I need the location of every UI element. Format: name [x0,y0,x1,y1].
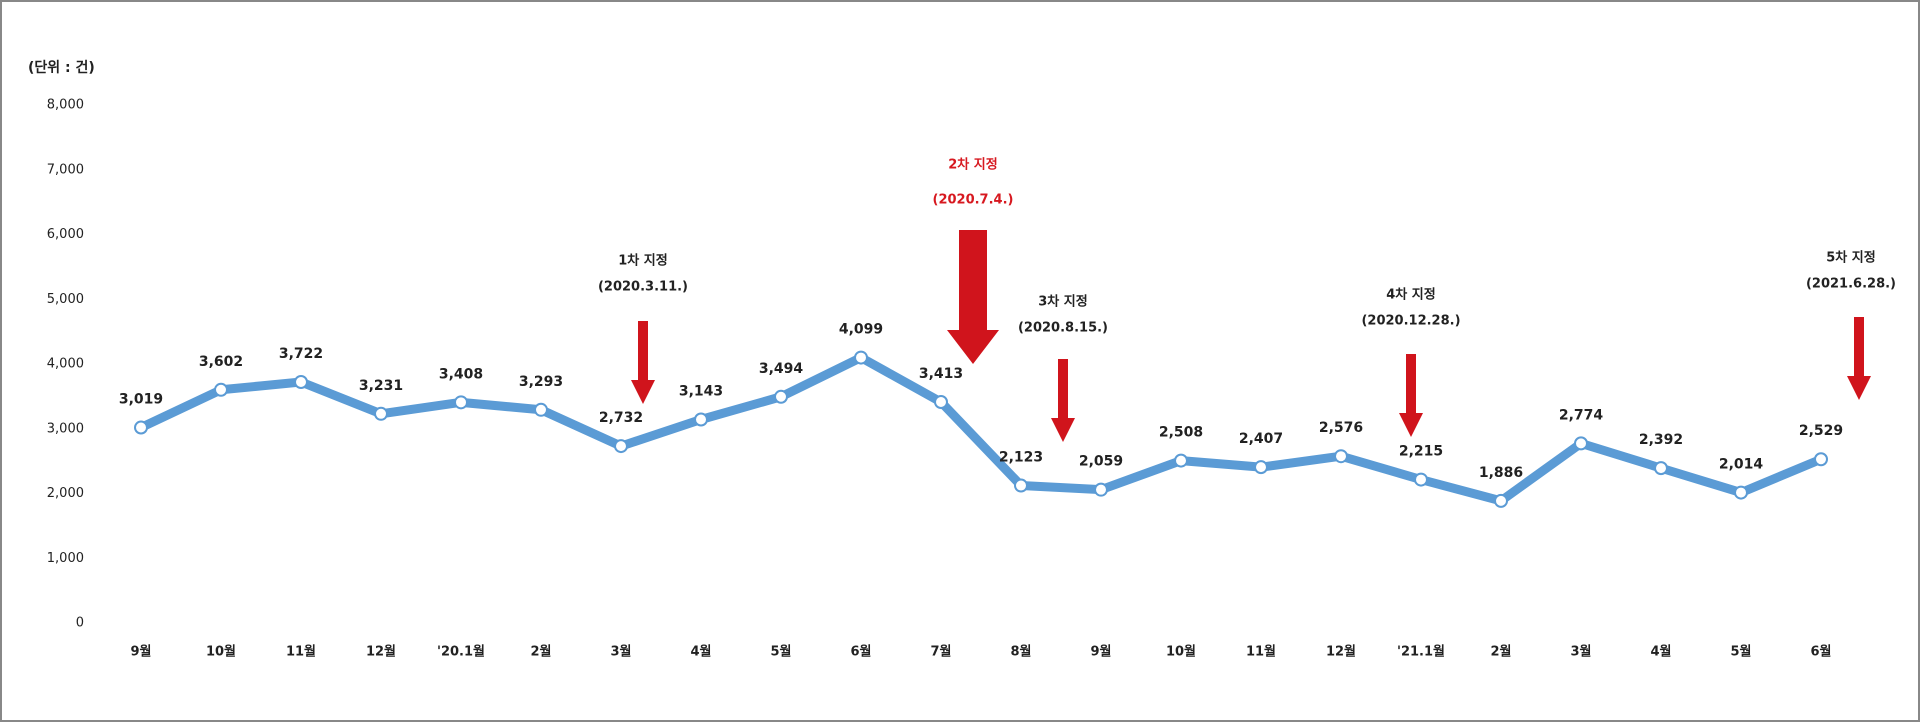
data-point [774,389,788,404]
annotation-label: 2차 지정 [948,157,997,173]
data-label: 3,143 [679,383,723,399]
annotation-label: 1차 지정 [618,253,667,269]
x-tick-label: '21.1월 [1397,644,1445,660]
y-tick-label: 1,000 [47,551,84,566]
data-label: 3,019 [119,392,163,408]
data-point [854,350,868,365]
y-tick-label: 7,000 [47,162,84,177]
data-point [614,439,628,454]
data-point [1334,449,1348,464]
data-point [1574,436,1588,451]
data-label: 2,215 [1399,444,1443,460]
arrow [631,321,655,404]
arrow [1847,317,1871,400]
annotation-date: (2020.3.11.) [598,280,688,295]
annotation-date: (2021.6.28.) [1806,277,1896,292]
x-tick-label: 11월 [1246,644,1276,660]
x-tick-label: 10월 [206,644,236,660]
x-tick-label: 9월 [1090,644,1111,660]
x-tick-label: 8월 [1010,644,1031,660]
data-point [374,406,388,421]
y-tick-label: 6,000 [47,227,84,242]
x-tick-label: 4월 [690,644,711,660]
x-tick-label: 6월 [1810,644,1831,660]
data-point [534,402,548,417]
x-tick-label: 5월 [1730,644,1751,660]
data-label: 3,408 [439,366,483,382]
annotation-label: 5차 지정 [1826,250,1875,266]
data-label: 2,774 [1559,407,1604,423]
annotation-date: (2020.12.28.) [1361,314,1460,329]
y-tick-label: 8,000 [47,98,84,113]
arrow [1051,359,1075,442]
data-point [694,412,708,427]
x-tick-label: 9월 [130,644,151,660]
data-line [139,353,1823,506]
y-tick-label: 3,000 [47,421,84,436]
unit-label: (단위 : 건) [28,59,95,76]
data-point [1174,453,1188,468]
data-label: 2,059 [1079,454,1123,470]
annotation-label: 3차 지정 [1038,294,1087,310]
data-point [1254,460,1268,475]
data-label: 2,732 [599,410,643,426]
data-point [1654,461,1668,476]
data-label: 3,413 [919,366,963,382]
data-label: 2,508 [1159,425,1203,441]
data-label: 3,602 [199,354,243,370]
y-tick-label: 0 [76,616,84,631]
arrow [1399,354,1423,437]
x-tick-label: 10월 [1166,644,1196,660]
data-label: 4,099 [839,322,883,338]
x-tick-label: 2월 [1490,644,1511,660]
data-point [1814,452,1828,467]
data-label: 1,886 [1479,465,1523,481]
data-label: 3,494 [759,361,804,377]
data-label: 3,231 [359,378,403,394]
data-label: 3,293 [519,374,563,390]
data-label: 2,529 [1799,423,1843,439]
data-point [934,395,948,410]
data-label: 2,392 [1639,432,1683,448]
x-tick-label: 3월 [610,644,631,660]
data-point [214,382,228,397]
annotation-date: (2020.8.15.) [1018,321,1108,336]
data-label: 3,722 [279,346,323,362]
data-point [294,375,308,390]
x-tick-label: 12월 [366,644,396,660]
x-tick-label: 2월 [530,644,551,660]
y-tick-label: 4,000 [47,357,84,372]
annotation-date: (2020.7.4.) [933,193,1014,208]
data-label: 2,576 [1319,420,1363,436]
x-tick-label: '20.1월 [437,644,485,660]
x-tick-label: 5월 [770,644,791,660]
data-point [1414,472,1428,487]
x-tick-label: 7월 [930,644,951,660]
data-point [1734,485,1748,500]
data-label: 2,014 [1719,457,1764,473]
data-point [134,420,148,435]
data-label: 2,123 [999,450,1043,466]
data-point [454,395,468,410]
arrow [947,230,999,364]
x-tick-label: 11월 [286,644,316,660]
y-tick-label: 5,000 [47,292,84,307]
annotation-label: 4차 지정 [1386,287,1435,303]
x-tick-label: 6월 [850,644,871,660]
data-point [1494,493,1508,508]
x-tick-label: 4월 [1650,644,1671,660]
data-label: 2,407 [1239,431,1283,447]
data-point [1094,482,1108,497]
y-tick-label: 2,000 [47,486,84,501]
x-tick-label: 3월 [1570,644,1591,660]
data-point [1014,478,1028,493]
x-tick-label: 12월 [1326,644,1356,660]
